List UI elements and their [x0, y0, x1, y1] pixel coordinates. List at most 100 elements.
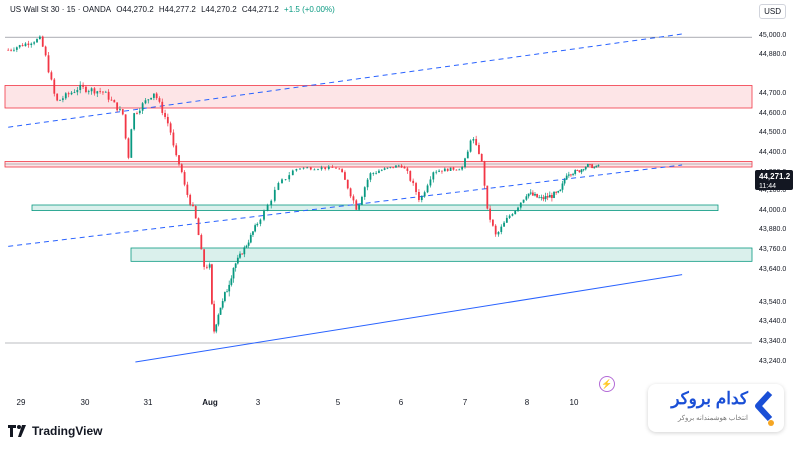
candle-body	[389, 166, 392, 168]
horizontal-lines	[5, 36, 752, 344]
candle-body	[475, 139, 478, 145]
candle-body	[206, 266, 208, 268]
candle-body	[458, 169, 461, 171]
candle-body	[155, 93, 158, 99]
candle-body	[183, 172, 186, 185]
time-tick-label: 8	[525, 398, 530, 407]
candle-body	[489, 208, 492, 220]
candle-body	[555, 191, 558, 193]
candle-body	[110, 99, 113, 101]
trendlines	[8, 33, 683, 363]
candle-body	[492, 219, 494, 226]
candle-body	[352, 196, 355, 201]
candle-body	[150, 97, 152, 100]
candle-body	[572, 173, 574, 175]
candle-body	[567, 174, 570, 176]
candle-body	[189, 194, 192, 205]
lightning-icon[interactable]: ⚡	[599, 376, 615, 392]
candle-body	[536, 193, 539, 198]
candle-body	[527, 193, 530, 197]
candle-body	[203, 249, 206, 267]
last-price-label: 44,271.2 11:44	[755, 170, 793, 190]
candle-body	[563, 179, 566, 184]
candle-body	[256, 223, 259, 226]
candle-body	[432, 172, 435, 180]
time-tick-label: 10	[570, 398, 579, 407]
candle-body	[64, 93, 67, 99]
legend-open: O44,270.2	[116, 5, 154, 14]
candle-body	[213, 303, 215, 332]
candle-body	[263, 211, 265, 220]
support-zone	[130, 247, 753, 262]
candle-body	[180, 164, 183, 173]
candle-body	[136, 113, 138, 114]
candle-body	[200, 235, 203, 250]
candle-body	[236, 257, 239, 264]
candle-body	[497, 232, 500, 235]
candle-body	[161, 101, 164, 113]
candle-body	[24, 43, 27, 47]
last-price-time: 11:44	[759, 183, 776, 190]
candle-body	[531, 192, 534, 196]
candle-body	[534, 193, 536, 196]
candle-body	[494, 225, 497, 235]
candle-body	[47, 55, 50, 73]
candle-body	[400, 165, 403, 168]
price-axis[interactable]: 45,000.0 44,880.0 44,700.0 44,600.0 44,500.0…	[759, 32, 786, 365]
candle-body	[429, 179, 432, 186]
candle-body	[412, 180, 415, 184]
candle-body	[320, 167, 323, 170]
candle-body	[519, 202, 522, 208]
candle-body	[397, 165, 400, 167]
candle-body	[508, 215, 511, 218]
candle-body	[217, 314, 220, 325]
candle-body	[215, 324, 218, 332]
candle-body	[331, 166, 334, 168]
candle-body	[13, 49, 15, 51]
candle-body	[73, 92, 76, 93]
candle-body	[50, 72, 53, 80]
candle-body	[324, 167, 327, 169]
watermark-badge: کدام بروکر انتخاب هوشمندانه بروکر	[648, 384, 784, 432]
candle-body	[44, 46, 47, 56]
candle-body	[239, 253, 241, 258]
candle-body	[538, 197, 541, 199]
candle-body	[299, 168, 301, 170]
candle-body	[557, 191, 560, 193]
candle-body	[254, 225, 257, 232]
candle-body	[511, 214, 514, 216]
candle-body	[478, 144, 480, 154]
candle-body	[164, 112, 166, 117]
candle-body	[597, 165, 600, 166]
candle-body	[15, 47, 18, 50]
candle-body	[85, 86, 87, 93]
candle-body	[93, 88, 96, 94]
candle-body	[243, 247, 246, 255]
candle-body	[259, 219, 262, 224]
tradingview-logo[interactable]: TradingView	[8, 424, 102, 438]
candle-body	[472, 139, 475, 141]
brand-chevron-icon	[755, 391, 773, 421]
candle-body	[483, 161, 486, 186]
candle-body	[361, 196, 363, 205]
candle-body	[249, 234, 252, 243]
candle-body	[309, 167, 312, 170]
candle-body	[144, 100, 147, 104]
currency-button[interactable]: USD	[759, 4, 786, 19]
candle-body	[317, 169, 319, 171]
candle-body	[461, 166, 464, 170]
tv-logo-text: TradingView	[32, 424, 103, 438]
candle-body	[277, 183, 280, 190]
candle-body	[591, 164, 593, 168]
price-tick-label: 44,880.0	[759, 51, 786, 58]
candle-body	[82, 84, 84, 87]
candle-body	[542, 197, 545, 200]
candle-body	[70, 92, 73, 95]
time-axis[interactable]: 29 30 31 Aug 3 5 6 7 8 10	[17, 398, 579, 407]
candle-body	[21, 45, 24, 47]
candle-body	[141, 103, 144, 111]
candle-body	[366, 179, 369, 188]
price-tick-label: 43,760.0	[759, 246, 786, 253]
price-tick-label: 43,540.0	[759, 299, 786, 306]
